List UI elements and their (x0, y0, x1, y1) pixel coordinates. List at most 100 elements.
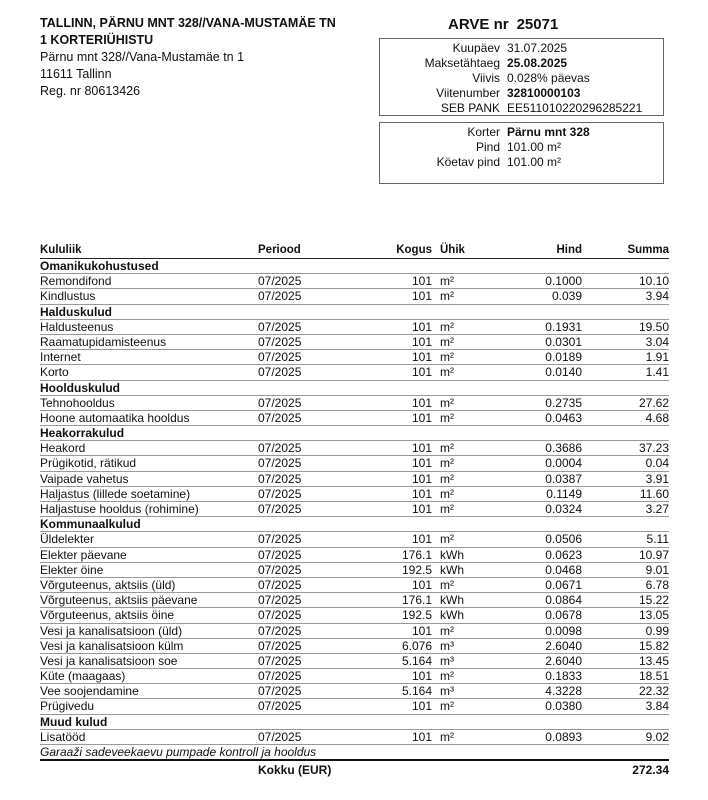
sum: 22.32 (638, 684, 669, 699)
item-name: Elekter päevane (40, 547, 127, 562)
unit: m² (440, 365, 454, 380)
period: 07/2025 (258, 471, 302, 486)
unit: m² (440, 471, 454, 486)
unit: m² (440, 441, 454, 456)
unit: m² (440, 410, 454, 425)
quantity: 101 (411, 729, 432, 744)
issuer-name-2: 1 KORTERIÜHISTU (40, 33, 154, 47)
col-summa: Summa (627, 244, 669, 256)
price: 0.0893 (545, 729, 582, 744)
quantity: 101 (411, 623, 432, 638)
unit: kWh (440, 562, 464, 577)
item-name: Võrguteenus, aktsiis (üld) (40, 577, 176, 592)
quantity: 101 (411, 395, 432, 410)
sum: 3.27 (645, 502, 669, 516)
quantity: 176.1 (401, 547, 432, 562)
sum: 0.04 (645, 456, 669, 471)
detail-value: 101.00 m² (507, 155, 562, 169)
unit: m² (440, 669, 454, 684)
issuer-reg: Reg. nr 80613426 (40, 84, 141, 98)
table-row: Kindlustus 07/2025 101 m² 0.039 3.94 (40, 289, 669, 305)
table-row: Vee soojendamine 07/2025 5.164 m³ 4.3228 22.3… (40, 684, 669, 700)
sum: 3.91 (645, 471, 669, 486)
sum: 4.68 (645, 410, 669, 425)
sum: 10.97 (638, 547, 669, 562)
item-name: Vesi ja kanalisatsioon (üld) (40, 623, 183, 638)
price: 0.1833 (545, 669, 582, 684)
group-row: Omanikukohustused (40, 259, 669, 275)
unit: kWh (440, 593, 464, 608)
period: 07/2025 (258, 684, 302, 699)
detail-row: Köetav pind 101.00 m² (380, 155, 663, 170)
price: 0.3686 (545, 441, 582, 456)
group-row: Muud kulud (40, 715, 669, 730)
price: 0.1931 (545, 319, 582, 334)
detail-label: Maksetähtaeg (424, 56, 500, 70)
table-row: Prügikotid, rätikud 07/2025 101 m² 0.0004 0.0… (40, 456, 669, 472)
invoice-number: 25071 (516, 16, 559, 33)
item-name: Võrguteenus, aktsiis päevane (40, 593, 198, 608)
group-row: Kommunaalkulud (40, 517, 669, 533)
sum: 18.51 (638, 669, 669, 684)
quantity: 101 (411, 699, 432, 714)
item-name: Lisatööd (40, 729, 86, 744)
price: 0.0506 (545, 532, 582, 547)
period: 07/2025 (258, 532, 302, 547)
table-row: Küte (maagaas) 07/2025 101 m² 0.1833 18.51 (40, 669, 669, 685)
col-kululiik: Kululiik (40, 244, 82, 256)
sum: 15.22 (638, 593, 669, 608)
detail-value: 31.07.2025 (507, 41, 568, 55)
detail-value: Pärnu mnt 328 (507, 125, 590, 139)
table-row: Võrguteenus, aktsiis öine 07/2025 192.5 kWh… (40, 608, 669, 624)
detail-label: Korter (467, 125, 500, 139)
detail-value: 101.00 m² (507, 140, 562, 154)
table-row: Tehnohooldus 07/2025 101 m² 0.2735 27.62 (40, 396, 669, 411)
col-hind: Hind (556, 244, 582, 256)
quantity: 101 (411, 289, 432, 304)
table-row: Haljastus (lillede soetamine) 07/2025 101 m… (40, 487, 669, 502)
table-row: Lisatööd 07/2025 101 m² 0.0893 9.02 (40, 730, 669, 745)
sum: 0.99 (645, 623, 669, 638)
detail-label: Viivis (472, 71, 500, 85)
table-row: Prügivedu 07/2025 101 m² 0.0380 3.84 (40, 699, 669, 715)
sum: 37.23 (638, 441, 669, 456)
table-row: Raamatupidamisteenus 07/2025 101 m² 0.0301 3.… (40, 334, 669, 351)
item-name: Haljastus (lillede soetamine) (40, 486, 191, 501)
table-row: Elekter öine 07/2025 192.5 kWh 0.0468 9.01 (40, 563, 669, 578)
price: 0.0098 (545, 623, 582, 638)
table-row: Internet 07/2025 101 m² 0.0189 1.91 (40, 350, 669, 366)
issuer-city: 11611 Tallinn (40, 67, 112, 81)
quantity: 101 (411, 350, 432, 365)
unit: m² (440, 729, 454, 744)
item-name: Võrguteenus, aktsiis öine (40, 608, 175, 623)
sum: 5.11 (646, 532, 669, 547)
price: 2.6040 (545, 638, 582, 653)
item-name: Vesi ja kanalisatsioon soe (40, 653, 178, 668)
group-row: Halduskulud (40, 305, 669, 320)
price: 0.1000 (545, 274, 582, 289)
detail-value: 32810000103 (507, 86, 581, 100)
period: 07/2025 (258, 350, 302, 365)
period: 07/2025 (258, 289, 302, 304)
quantity: 101 (411, 334, 432, 349)
price: 0.0324 (545, 502, 582, 516)
price: 0.0301 (545, 334, 582, 349)
price: 0.0678 (545, 608, 582, 623)
price: 0.0463 (545, 410, 582, 425)
price: 0.1149 (546, 486, 582, 501)
period: 07/2025 (258, 334, 302, 349)
unit: m³ (440, 653, 454, 668)
quantity: 5.164 (401, 684, 432, 699)
unit: m³ (440, 684, 454, 699)
unit: m² (440, 456, 454, 471)
item-name: Remondifond (40, 274, 112, 289)
table-row: Haldusteenus 07/2025 101 m² 0.1931 19.50 (40, 320, 669, 335)
unit: m² (440, 623, 454, 638)
group-title: Muud kulud (40, 714, 108, 729)
detail-value: EE511010220296285221 (507, 101, 643, 115)
sum: 27.62 (638, 395, 669, 410)
price: 0.0864 (545, 593, 582, 608)
quantity: 101 (411, 441, 432, 456)
detail-label: Viitenumber (436, 86, 500, 100)
price: 0.0623 (545, 547, 582, 562)
